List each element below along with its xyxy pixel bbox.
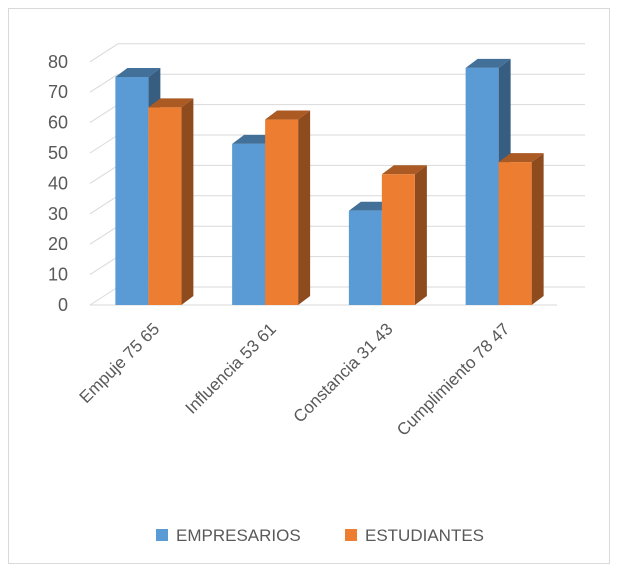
- category-label: Empuje 75 65: [76, 319, 164, 407]
- bar-front: [498, 162, 532, 305]
- bar-front: [115, 77, 149, 305]
- legend-label: ESTUDIANTES: [365, 526, 484, 545]
- bar-top: [265, 110, 311, 120]
- category-label: Cumplimiento 78 47: [393, 319, 513, 439]
- y-tick-label: 30: [48, 204, 68, 224]
- bar-estudiantes-1: [265, 110, 311, 305]
- y-tick-label: 20: [48, 234, 68, 254]
- y-tick-label: 80: [48, 52, 68, 72]
- category-label: Constancia 31 43: [290, 319, 397, 426]
- bar-top: [381, 165, 427, 175]
- bar-top: [115, 68, 161, 77]
- bars: [115, 58, 544, 306]
- bar-estudiantes-2: [381, 165, 427, 305]
- bar-top: [465, 58, 511, 68]
- y-tick-label: 50: [48, 143, 68, 163]
- category-label: Influencia 53 61: [182, 319, 280, 417]
- gridline-side: [89, 73, 119, 93]
- bar-top: [148, 98, 194, 108]
- bar-front: [348, 210, 382, 305]
- bar-front: [232, 143, 266, 305]
- bar-side: [298, 110, 311, 305]
- bar-estudiantes-3: [498, 153, 544, 305]
- bar-front: [265, 119, 299, 305]
- y-tick-label: 40: [48, 173, 68, 193]
- legend-label: EMPRESARIOS: [176, 526, 301, 545]
- gridline-side: [89, 134, 119, 154]
- y-tick-label: 70: [48, 82, 68, 102]
- bar-top: [498, 153, 544, 163]
- gridline-side: [89, 43, 119, 63]
- y-tick-label: 60: [48, 113, 68, 133]
- bar-side: [181, 98, 194, 306]
- y-tick-label: 10: [48, 265, 68, 285]
- x-axis-labels: Empuje 75 65 Influencia 53 61 Constancia 3…: [76, 319, 514, 439]
- y-tick-label: 0: [58, 295, 68, 315]
- gridline-side: [89, 286, 119, 306]
- bar-side: [414, 165, 427, 305]
- legend-swatch: [345, 529, 357, 541]
- y-axis-ticks: 0 10 20 30 40 50 60 70 80: [48, 52, 68, 315]
- legend: EMPRESARIOS ESTUDIANTES: [156, 526, 484, 545]
- gridline-side: [89, 164, 119, 184]
- gridline-side: [89, 225, 119, 245]
- bar-side: [531, 153, 544, 305]
- legend-swatch: [156, 529, 168, 541]
- bar-front: [381, 174, 415, 305]
- gridline-side: [89, 104, 119, 124]
- gridline-side: [89, 256, 119, 276]
- bar-front: [465, 67, 499, 305]
- bar-front: [148, 107, 182, 306]
- bar-estudiantes-0: [148, 98, 194, 306]
- gridline-side: [89, 195, 119, 215]
